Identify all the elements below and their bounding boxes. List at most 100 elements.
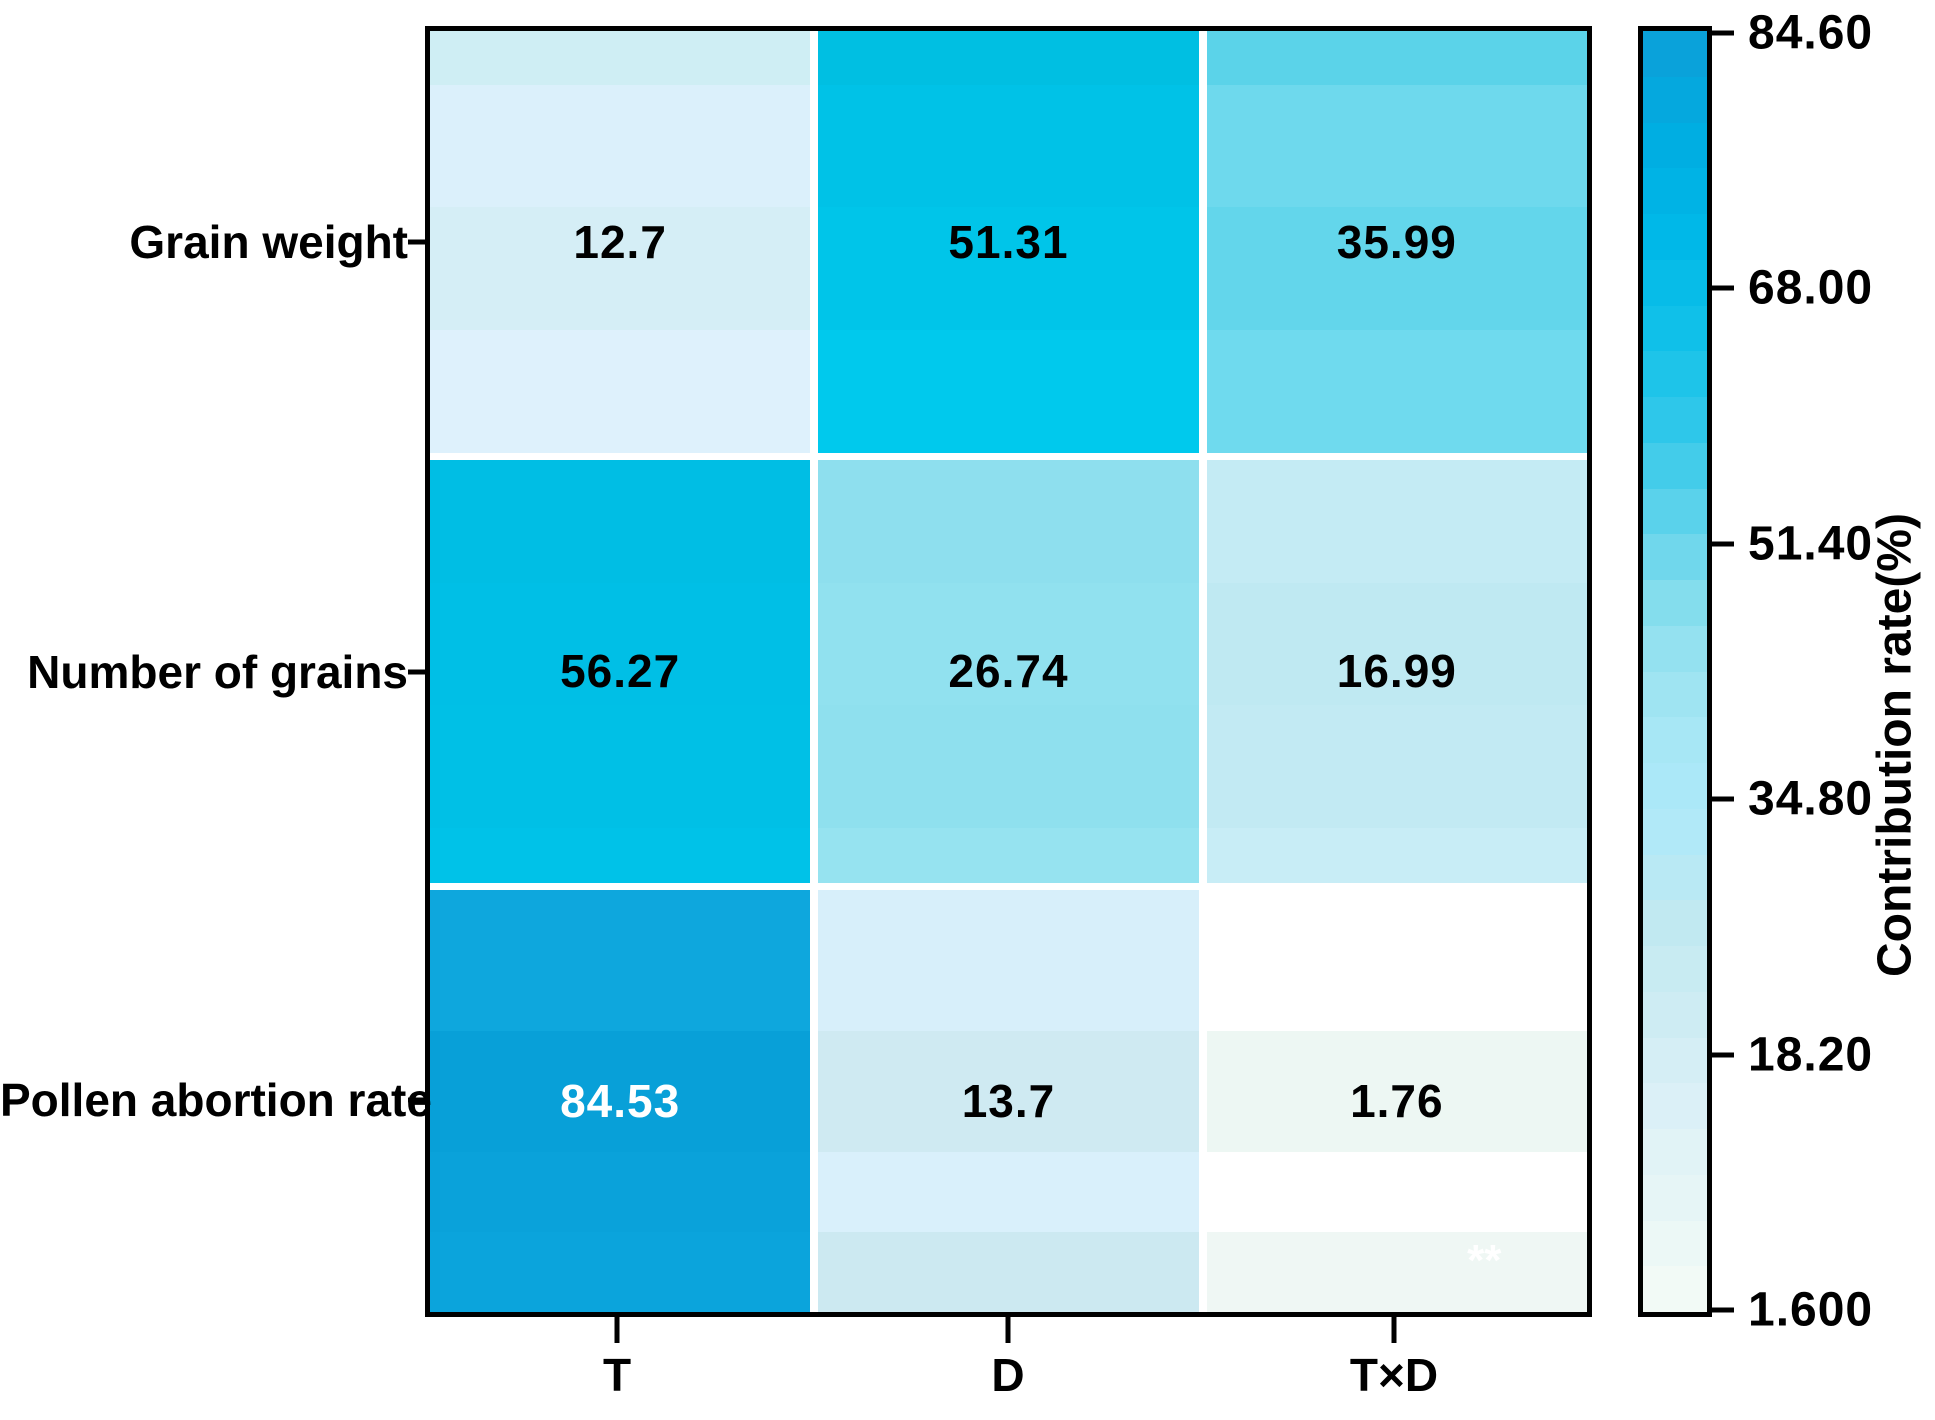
colorbar-band xyxy=(1643,214,1707,260)
colorbar-tick-label: 34.80 xyxy=(1748,772,1874,826)
heatmap-cell: 26.74 xyxy=(818,460,1199,883)
heatmap-cell-band xyxy=(818,460,1199,583)
heatmap-cell-band xyxy=(818,1031,1199,1153)
heatmap-cell-band xyxy=(430,460,811,583)
heatmap-cell-value: 1.76 xyxy=(1350,1074,1444,1127)
heatmap-cell-band xyxy=(1206,1031,1587,1153)
colorbar-tick-label: 1.600 xyxy=(1748,1283,1874,1337)
colorbar-band xyxy=(1643,76,1707,123)
row-label: Number of grains xyxy=(27,646,408,698)
heatmap-cell-band xyxy=(818,329,1199,454)
colorbar-band xyxy=(1643,1266,1707,1312)
colorbar-tick xyxy=(1712,796,1734,802)
y-axis-tick xyxy=(408,1097,426,1103)
heatmap-cell-band xyxy=(430,1031,811,1153)
row-label: Grain weight xyxy=(129,216,408,268)
colorbar-tick xyxy=(1712,541,1734,547)
heatmap-cell-band xyxy=(430,1152,811,1233)
y-axis-tick xyxy=(408,669,426,675)
column-label: T×D xyxy=(1349,1349,1439,1401)
heatmap-cell: 12.7 xyxy=(430,31,811,454)
heatmap-cell: 51.31 xyxy=(818,31,1199,454)
heatmap-cell-value: 51.31 xyxy=(948,216,1069,269)
colorbar-tick-label: 51.40 xyxy=(1748,517,1874,571)
x-axis-tick xyxy=(1005,1317,1011,1343)
colorbar-band xyxy=(1643,305,1707,352)
heatmap-cell: 84.53 xyxy=(430,889,811,1312)
heatmap-cell-band xyxy=(818,705,1199,828)
colorbar-band xyxy=(1643,351,1707,397)
column-label: D xyxy=(991,1349,1025,1401)
heatmap-cell-band xyxy=(1206,84,1587,207)
heatmap-plot: 12.7 51.31 35.99 56.27 26.74 16.99 84.53 13.7 1.… xyxy=(425,26,1592,1317)
row-label: Pollen abortion rate xyxy=(0,1074,432,1126)
colorbar-band xyxy=(1643,1037,1707,1084)
heatmap-cell-band xyxy=(430,889,811,1032)
heatmap-cell-value: 12.7 xyxy=(573,216,667,269)
colorbar xyxy=(1638,26,1712,1317)
heatmap-cell: 16.99 xyxy=(1206,460,1587,883)
heatmap-cell-band xyxy=(430,1232,811,1312)
colorbar-band xyxy=(1643,397,1707,443)
heatmap-cell-band xyxy=(430,582,811,706)
heatmap-cell-band xyxy=(818,582,1199,706)
heatmap-cell-band xyxy=(430,84,811,207)
colorbar-tick xyxy=(1712,1307,1734,1313)
heatmap-cell-band xyxy=(818,1232,1199,1312)
colorbar-band xyxy=(1643,991,1707,1038)
heatmap-cell: 13.7 xyxy=(818,889,1199,1312)
significance-annotation: ** xyxy=(1467,1236,1502,1286)
colorbar-tick-label: 84.60 xyxy=(1748,6,1874,60)
heatmap-cell-band xyxy=(1206,827,1587,883)
heatmap-cell: 1.76 ** xyxy=(1206,889,1587,1312)
heatmap-cell: 35.99 xyxy=(1206,31,1587,454)
colorbar-band xyxy=(1643,168,1707,214)
colorbar-band xyxy=(1643,259,1707,306)
colorbar-band xyxy=(1643,580,1707,626)
heatmap-cell-band xyxy=(1206,705,1587,828)
heatmap-cell-value: 13.7 xyxy=(961,1074,1056,1127)
colorbar-tick-label: 68.00 xyxy=(1748,261,1874,315)
colorbar-title: Contribution rate(%) xyxy=(1868,513,1922,977)
colorbar-band xyxy=(1643,1083,1707,1129)
heatmap-cell-band xyxy=(818,889,1199,1032)
colorbar-band xyxy=(1643,1174,1707,1221)
heatmap-cell-band xyxy=(1206,582,1587,706)
heatmap-cell-band xyxy=(1206,31,1587,85)
colorbar-band xyxy=(1643,1220,1707,1267)
colorbar-band xyxy=(1643,625,1707,672)
colorbar-band xyxy=(1643,900,1707,946)
heatmap-cell-band xyxy=(818,84,1199,207)
colorbar-tick xyxy=(1712,285,1734,291)
colorbar-band xyxy=(1643,534,1707,580)
heatmap-cell-band xyxy=(1206,460,1587,583)
heatmap-cell-band xyxy=(818,1152,1199,1233)
colorbar-band xyxy=(1643,31,1707,77)
heatmap-cell-band xyxy=(1206,329,1587,454)
colorbar-band xyxy=(1643,717,1707,763)
heatmap-cell: 56.27 xyxy=(430,460,811,883)
y-axis-tick xyxy=(408,239,426,245)
colorbar-band xyxy=(1643,1129,1707,1175)
heatmap-cell-value: 26.74 xyxy=(948,645,1069,698)
heatmap-cell-value: 84.53 xyxy=(560,1074,681,1127)
heatmap-cell-band xyxy=(818,827,1199,883)
x-axis-tick xyxy=(614,1317,620,1343)
heatmap-cell-band xyxy=(1206,1232,1587,1312)
colorbar-band xyxy=(1643,808,1707,855)
heatmap-cell-value: 35.99 xyxy=(1336,216,1457,269)
heatmap-cell-band xyxy=(430,705,811,828)
heatmap-cell-band xyxy=(1206,889,1587,1032)
colorbar-band xyxy=(1643,671,1707,718)
colorbar-band xyxy=(1643,854,1707,901)
heatmap-cell-value: 16.99 xyxy=(1336,645,1457,698)
colorbar-band xyxy=(1643,763,1707,809)
x-axis-tick xyxy=(1391,1317,1397,1343)
colorbar-band xyxy=(1643,946,1707,992)
colorbar-tick-label: 18.20 xyxy=(1748,1028,1874,1082)
heatmap-cell-band xyxy=(818,206,1199,330)
heatmap-cell-band xyxy=(430,206,811,330)
colorbar-band xyxy=(1643,488,1707,535)
heatmap-cell-band xyxy=(430,329,811,454)
